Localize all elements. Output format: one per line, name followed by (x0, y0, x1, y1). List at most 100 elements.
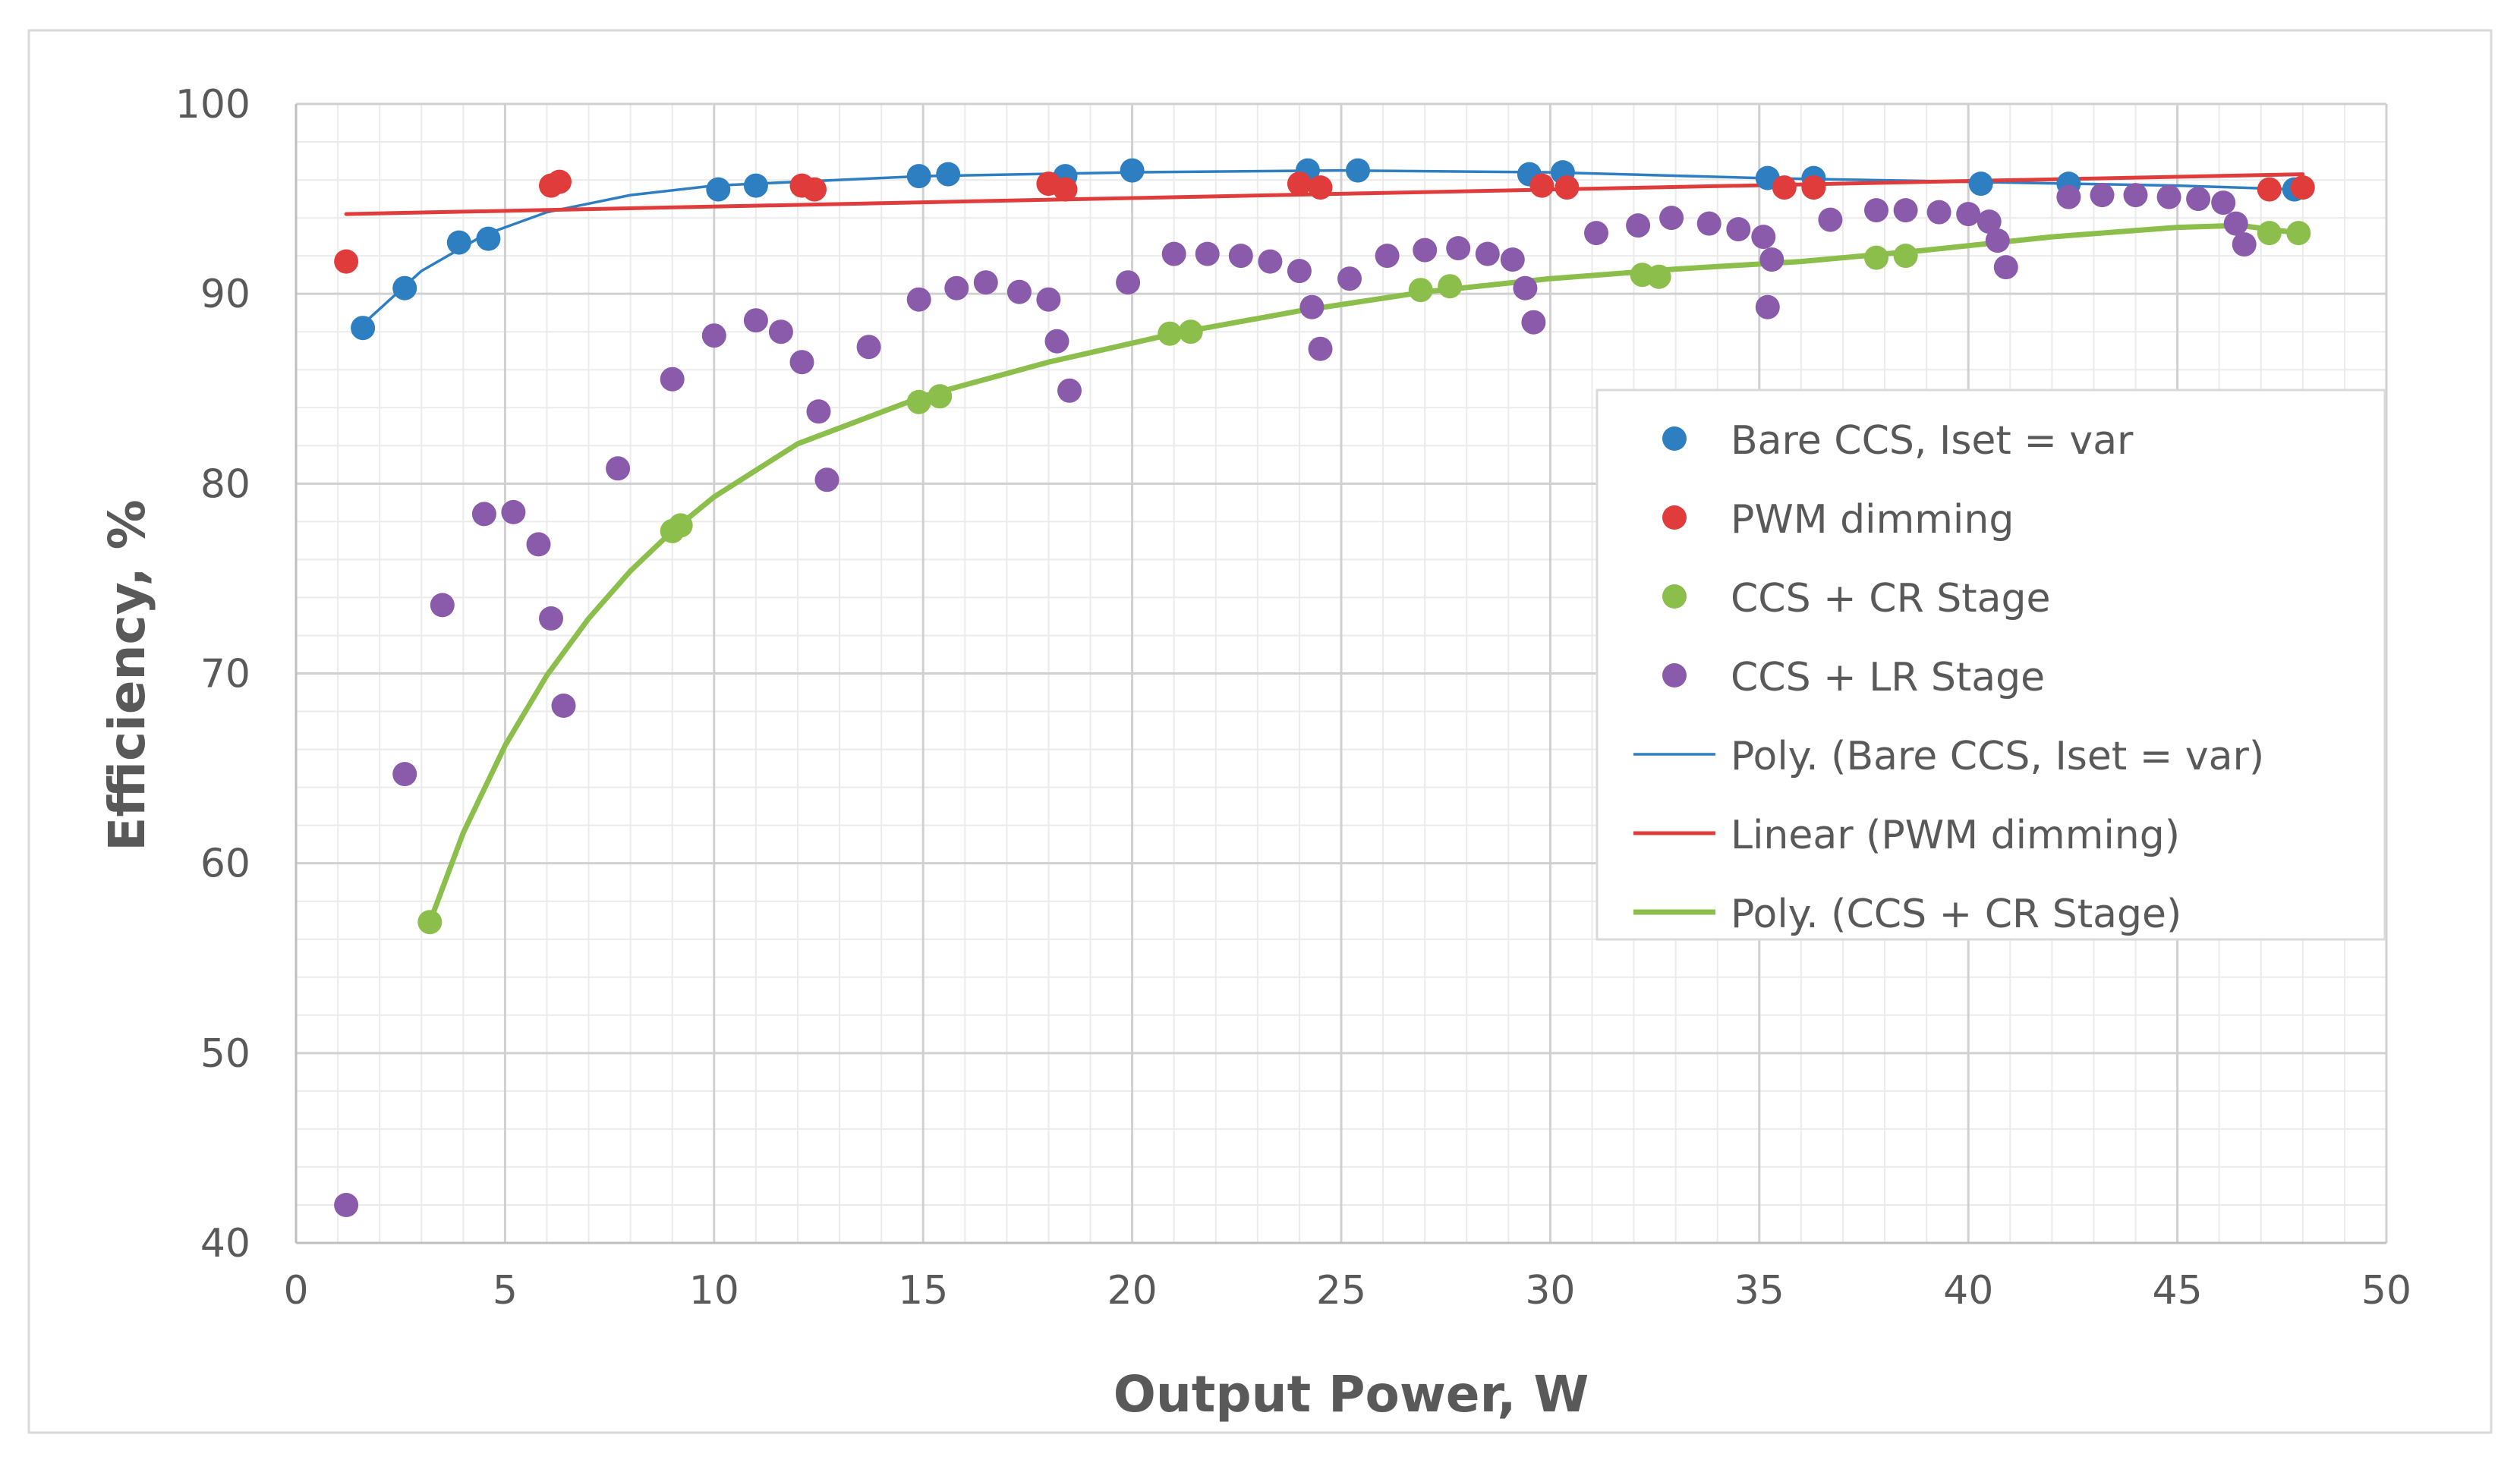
point-pwm-dimming (1801, 175, 1826, 200)
point-ccs-lr-stage (743, 308, 768, 333)
legend: Bare CCS, Iset = var PWM dimming CCS + CR … (1595, 389, 2386, 941)
point-ccs-cr-stage (1893, 244, 1918, 269)
y-tick-label: 90 (200, 272, 250, 317)
point-ccs-cr-stage (417, 910, 443, 935)
point-pwm-dimming (1053, 177, 1078, 202)
x-tick-label: 30 (1525, 1268, 1575, 1314)
point-ccs-lr-stage (1375, 244, 1400, 269)
point-ccs-lr-stage (501, 499, 526, 524)
point-ccs-lr-stage (2123, 183, 2148, 208)
point-ccs-lr-stage (814, 467, 839, 492)
point-ccs-lr-stage (1513, 275, 1538, 300)
point-pwm-dimming (1555, 175, 1580, 200)
point-pwm-dimming (1287, 171, 1312, 197)
legend-label: CCS + LR Stage (1731, 655, 2045, 700)
point-ccs-lr-stage (973, 270, 998, 295)
y-tick-label: 50 (200, 1031, 250, 1077)
point-ccs-lr-stage (2223, 211, 2248, 236)
x-axis-title: Output Power, W (1114, 1365, 1589, 1424)
point-ccs-lr-stage (1195, 241, 1220, 266)
point-ccs-lr-stage (1926, 200, 1951, 225)
point-ccs-lr-stage (2211, 190, 2236, 216)
point-pwm-dimming (1772, 175, 1797, 200)
point-ccs-lr-stage (806, 399, 831, 424)
x-tick-label: 40 (1943, 1268, 1993, 1314)
point-ccs-lr-stage (1446, 236, 1471, 261)
point-ccs-lr-stage (1413, 238, 1438, 263)
point-ccs-lr-stage (1337, 266, 1362, 291)
point-ccs-cr-stage (1158, 321, 1183, 346)
point-ccs-lr-stage (606, 456, 631, 481)
point-ccs-lr-stage (856, 335, 881, 360)
point-pwm-dimming (802, 177, 827, 202)
point-bare-ccs-iset-var (1346, 158, 1370, 183)
legend-label: Poly. (CCS + CR Stage) (1731, 892, 2181, 937)
point-bare-ccs-iset-var (392, 275, 417, 300)
point-ccs-lr-stage (660, 367, 685, 392)
x-tick-label: 10 (689, 1268, 739, 1314)
point-bare-ccs-iset-var (351, 316, 376, 341)
x-tick-label: 15 (898, 1268, 948, 1314)
point-ccs-lr-stage (392, 762, 417, 787)
point-ccs-lr-stage (701, 323, 726, 348)
point-ccs-lr-stage (526, 532, 551, 557)
x-tick-label: 5 (493, 1268, 518, 1314)
point-bare-ccs-iset-var (476, 226, 501, 251)
point-ccs-lr-stage (1977, 209, 2002, 234)
point-ccs-lr-stage (1751, 225, 1776, 250)
point-pwm-dimming (334, 249, 359, 274)
x-tick-label: 45 (2153, 1268, 2203, 1314)
point-ccs-cr-stage (928, 384, 953, 409)
point-bare-ccs-iset-var (906, 164, 931, 189)
point-ccs-lr-stage (1036, 287, 1061, 312)
x-tick-label: 50 (2361, 1268, 2411, 1314)
point-ccs-lr-stage (2186, 187, 2211, 212)
point-ccs-lr-stage (471, 502, 496, 527)
point-bare-ccs-iset-var (446, 230, 471, 255)
point-ccs-lr-stage (334, 1193, 359, 1217)
legend-marker (1662, 426, 1687, 451)
legend-marker (1662, 663, 1687, 687)
point-ccs-lr-stage (1044, 329, 1069, 354)
point-ccs-lr-stage (1893, 198, 1918, 223)
point-pwm-dimming (2290, 175, 2315, 200)
legend-label: Bare CCS, Iset = var (1731, 418, 2134, 464)
point-bare-ccs-iset-var (743, 173, 768, 198)
point-ccs-cr-stage (2286, 221, 2311, 246)
point-ccs-cr-stage (2257, 221, 2282, 246)
point-ccs-lr-stage (1726, 217, 1751, 242)
legend-label: Poly. (Bare CCS, Iset = var) (1731, 734, 2264, 779)
point-ccs-lr-stage (789, 350, 814, 375)
point-ccs-cr-stage (1438, 274, 1463, 299)
point-ccs-cr-stage (668, 513, 693, 538)
point-ccs-lr-stage (2090, 183, 2115, 208)
point-ccs-lr-stage (1755, 294, 1780, 319)
point-ccs-lr-stage (906, 287, 931, 312)
point-ccs-lr-stage (430, 593, 455, 618)
y-tick-label: 80 (200, 461, 250, 507)
point-ccs-cr-stage (1646, 264, 1671, 289)
point-ccs-lr-stage (2232, 232, 2257, 257)
point-pwm-dimming (2257, 177, 2282, 202)
y-tick-label: 60 (200, 842, 250, 887)
point-bare-ccs-iset-var (1120, 158, 1145, 183)
point-ccs-lr-stage (944, 275, 969, 300)
point-ccs-lr-stage (2056, 184, 2081, 209)
legend-marker (1662, 584, 1687, 609)
point-ccs-cr-stage (1864, 245, 1888, 270)
point-ccs-cr-stage (906, 389, 931, 414)
y-tick-label: 40 (200, 1221, 250, 1266)
point-ccs-lr-stage (1993, 255, 2018, 280)
legend-label: PWM dimming (1731, 497, 2014, 543)
point-ccs-lr-stage (1521, 310, 1546, 335)
x-tick-label: 25 (1316, 1268, 1366, 1314)
point-ccs-lr-stage (1659, 206, 1684, 231)
point-ccs-lr-stage (1161, 241, 1186, 266)
point-ccs-cr-stage (1408, 278, 1433, 303)
point-ccs-lr-stage (1584, 221, 1608, 246)
point-ccs-lr-stage (1626, 213, 1651, 238)
point-ccs-lr-stage (1258, 249, 1283, 274)
point-ccs-lr-stage (1299, 294, 1325, 319)
legend-label: Linear (PWM dimming) (1731, 813, 2180, 858)
point-bare-ccs-iset-var (706, 177, 731, 202)
